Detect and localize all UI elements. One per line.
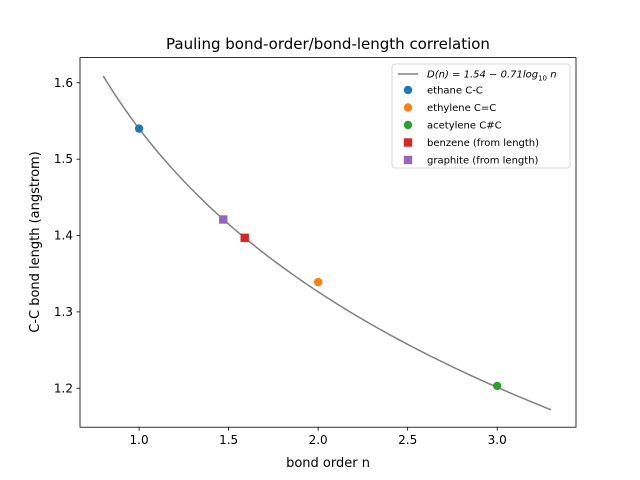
legend-label: benzene (from length): [427, 138, 539, 149]
legend-label: graphite (from length): [427, 156, 539, 167]
data-points: [134, 124, 502, 391]
legend-box: [391, 63, 571, 169]
legend-label: acetylene C#C: [427, 121, 502, 132]
chart-title: Pauling bond-order/bond-length correlati…: [166, 35, 490, 53]
legend: D(n) = 1.54 − 0.71log10 n ethane C-C ethyl…: [391, 63, 571, 169]
y-tick-label: 1.4: [54, 229, 73, 243]
y-tick-label: 1.3: [54, 305, 73, 319]
legend-marker: [403, 120, 413, 130]
plot-frame: [79, 57, 577, 428]
x-tick-label: 3.0: [488, 433, 507, 447]
x-tick-label: 1.5: [219, 433, 238, 447]
legend-marker: [403, 155, 413, 165]
data-point-ethane: [134, 124, 144, 133]
legend-marker: [403, 103, 413, 112]
y-tick-label: 1.6: [54, 76, 73, 90]
data-point-ethylene: [313, 277, 323, 287]
legend-label: ethylene C=C: [427, 103, 496, 114]
x-tick-label: 2.5: [398, 433, 417, 447]
y-tick-label: 1.5: [54, 152, 73, 166]
data-point-benzene: [240, 233, 249, 243]
data-point-graphite: [219, 215, 228, 224]
legend-marker: [403, 138, 413, 147]
data-point-acetylene: [493, 381, 502, 391]
x-tick-label: 1.0: [130, 433, 149, 447]
legend-curve-label: D(n) = 1.54 − 0.71log10 n: [427, 70, 557, 83]
legend-label: ethane C-C: [427, 86, 483, 97]
y-tick-label: 1.2: [54, 381, 73, 395]
fit-curve-line: [102, 75, 552, 411]
x-axis-label: bond order n: [286, 456, 370, 471]
y-axis-label: C-C bond length (angstrom): [28, 151, 43, 333]
x-tick-label: 2.0: [309, 433, 328, 447]
legend-marker: [403, 85, 413, 95]
y-axis: 1.2 1.3 1.4 1.5 1.6: [54, 76, 80, 395]
x-axis: 1.0 1.5 2.0 2.5 3.0: [130, 427, 507, 447]
